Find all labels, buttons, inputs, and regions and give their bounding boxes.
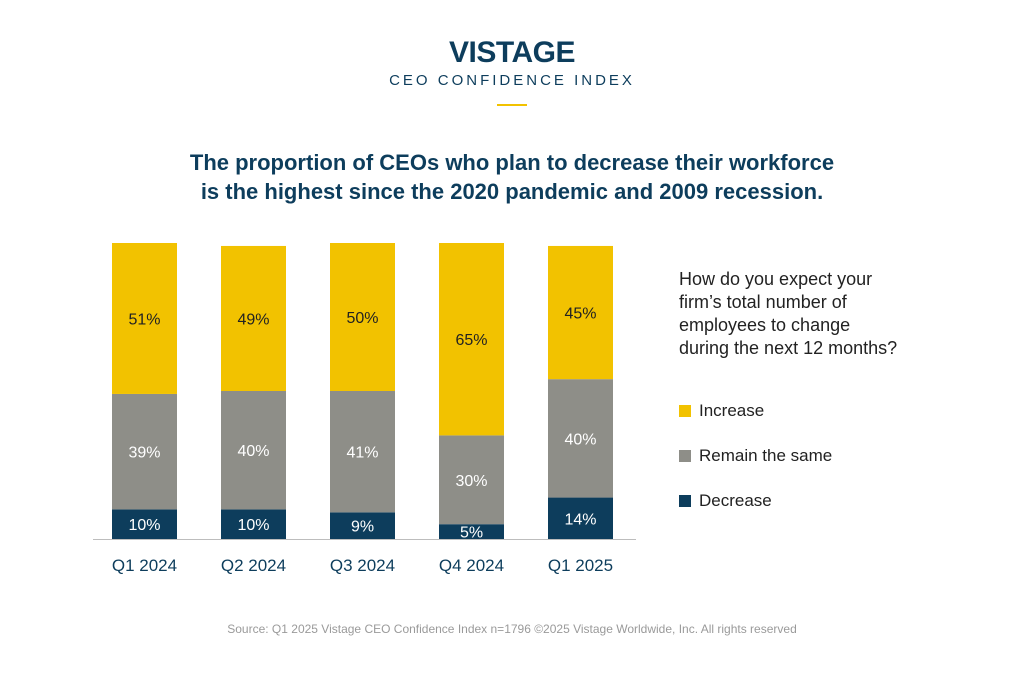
legend-label-increase: Increase bbox=[699, 401, 765, 420]
brand-logo: VISTAGE bbox=[449, 36, 575, 69]
data-label-remain-3: 41% bbox=[346, 445, 378, 462]
x-tick-label-3: Q3 2024 bbox=[330, 556, 395, 575]
bar-decrease-5 bbox=[548, 497, 613, 539]
divider-rule bbox=[497, 104, 527, 106]
x-tick-label-2: Q2 2024 bbox=[221, 556, 286, 575]
question-line-2: firm’s total number of bbox=[679, 292, 847, 312]
bar-remain-1 bbox=[112, 393, 177, 510]
legend-item-decrease: Decrease bbox=[679, 491, 772, 511]
data-label-increase-5: 45% bbox=[564, 306, 596, 323]
data-label-remain-4: 30% bbox=[455, 473, 487, 490]
legend-swatch-remain bbox=[679, 450, 691, 462]
x-tick-label-5: Q1 2025 bbox=[548, 556, 613, 575]
data-label-decrease-4: 5% bbox=[460, 525, 483, 542]
bar-increase-3 bbox=[330, 243, 395, 391]
data-label-decrease-3: 9% bbox=[351, 519, 374, 536]
bar-decrease-2 bbox=[221, 509, 286, 539]
bar-decrease-3 bbox=[330, 512, 395, 539]
bar-remain-3 bbox=[330, 391, 395, 513]
legend-item-remain: Remain the same bbox=[679, 446, 832, 466]
bar-increase-1 bbox=[112, 243, 177, 394]
data-label-decrease-2: 10% bbox=[237, 517, 269, 534]
question-line-1: How do you expect your bbox=[679, 269, 873, 289]
legend-swatch-increase bbox=[679, 405, 691, 417]
data-label-increase-4: 65% bbox=[455, 332, 487, 349]
bar-remain-2 bbox=[221, 391, 286, 510]
data-label-decrease-5: 14% bbox=[564, 511, 596, 528]
data-label-increase-2: 49% bbox=[237, 311, 269, 328]
bar-decrease-4 bbox=[439, 524, 504, 539]
legend-item-increase: Increase bbox=[679, 401, 764, 421]
data-label-increase-1: 51% bbox=[128, 311, 160, 328]
chart-question: How do you expect your firm’s total numb… bbox=[679, 268, 979, 360]
bar-remain-5 bbox=[548, 379, 613, 498]
bar-increase-2 bbox=[221, 245, 286, 391]
legend-swatch-decrease bbox=[679, 495, 691, 507]
question-line-3: employees to change bbox=[679, 315, 851, 335]
bar-remain-4 bbox=[439, 435, 504, 525]
data-label-decrease-1: 10% bbox=[128, 517, 160, 534]
x-tick-label-1: Q1 2024 bbox=[112, 556, 177, 575]
data-label-remain-1: 39% bbox=[128, 445, 160, 462]
x-tick-label-4: Q4 2024 bbox=[439, 556, 504, 575]
legend-label-remain: Remain the same bbox=[699, 446, 833, 465]
brand-subtitle: CEO CONFIDENCE INDEX bbox=[389, 72, 635, 89]
data-label-increase-3: 50% bbox=[346, 310, 378, 327]
bar-increase-4 bbox=[439, 243, 504, 436]
data-label-remain-5: 40% bbox=[564, 431, 596, 448]
headline-line-2: is the highest since the 2020 pandemic a… bbox=[200, 179, 824, 204]
headline-line-1: The proportion of CEOs who plan to decre… bbox=[189, 150, 835, 175]
legend-label-decrease: Decrease bbox=[699, 491, 772, 510]
question-line-4: during the next 12 months? bbox=[679, 338, 898, 358]
source-note: Source: Q1 2025 Vistage CEO Confidence I… bbox=[227, 622, 797, 636]
bar-increase-5 bbox=[548, 245, 613, 380]
headline: The proportion of CEOs who plan to decre… bbox=[0, 148, 1024, 206]
bar-decrease-1 bbox=[112, 509, 177, 539]
data-label-remain-2: 40% bbox=[237, 443, 269, 460]
